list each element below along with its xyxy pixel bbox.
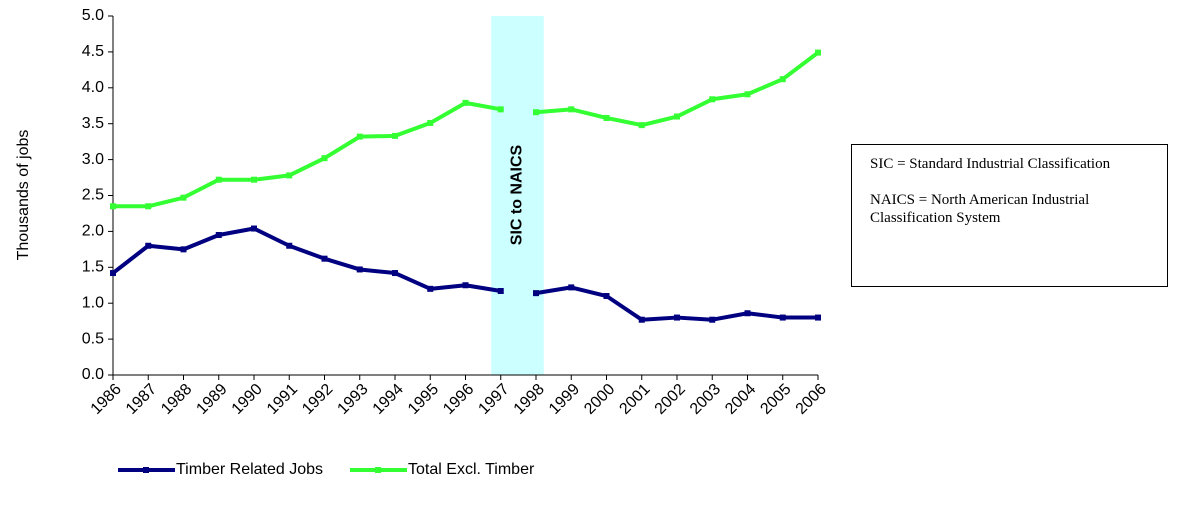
marker — [462, 99, 469, 106]
y-tick-label: 1.5 — [82, 259, 104, 276]
marker — [638, 316, 645, 323]
marker — [215, 176, 222, 183]
marker — [709, 96, 716, 103]
marker — [462, 282, 469, 289]
band — [491, 16, 544, 375]
y-tick-label: 4.5 — [82, 43, 104, 60]
marker — [427, 285, 434, 292]
legend-marker — [143, 467, 149, 473]
marker — [180, 194, 187, 201]
x-tick-label: 2004 — [722, 381, 759, 418]
legend-marker — [375, 467, 382, 473]
y-tick-label: 3.0 — [82, 151, 104, 168]
marker — [674, 314, 680, 321]
marker — [779, 314, 786, 321]
marker — [568, 106, 575, 113]
marker — [286, 242, 293, 249]
marker — [392, 132, 398, 139]
x-tick-label: 2005 — [757, 381, 794, 418]
x-tick-label: 2006 — [793, 381, 830, 418]
y-tick-label: 2.0 — [82, 223, 104, 240]
x-tick-label: 2001 — [616, 381, 653, 418]
marker — [321, 255, 328, 262]
marker — [356, 266, 363, 273]
note: NAICS = North American Industrial Classi… — [870, 192, 1090, 226]
marker — [286, 172, 293, 179]
marker — [533, 109, 539, 116]
x-tick-label: 1999 — [546, 381, 583, 418]
marker — [427, 119, 434, 126]
marker — [779, 76, 786, 83]
line — [113, 100, 502, 209]
marker — [497, 287, 504, 294]
marker — [603, 114, 610, 121]
y-tick-label: 5.0 — [82, 7, 104, 24]
y-tick-label: 0.5 — [82, 330, 104, 347]
y-tick-label: 1.0 — [82, 294, 104, 311]
x-tick-label: 1990 — [229, 381, 266, 418]
notes-box: SIC = Standard Industrial Classification… — [851, 144, 1168, 287]
y-tick-label: 3.5 — [82, 115, 104, 132]
marker — [815, 314, 821, 321]
marker — [744, 91, 751, 98]
x-tick-label: 1994 — [370, 381, 407, 418]
marker — [709, 316, 716, 323]
x-tick-label: 1992 — [299, 381, 336, 418]
x-tick-label: 1988 — [158, 381, 195, 418]
marker — [145, 203, 152, 210]
y-tick-label: 0.0 — [82, 366, 104, 383]
y-axis-title: Thousands of jobs — [15, 130, 32, 261]
x-tick-label: 1993 — [334, 381, 371, 418]
marker — [251, 176, 257, 183]
marker — [638, 122, 645, 129]
marker — [603, 293, 610, 300]
marker — [815, 49, 821, 56]
marker — [145, 242, 152, 249]
x-tick-label: 1996 — [440, 381, 477, 418]
marker — [110, 203, 116, 210]
marker — [251, 225, 257, 232]
legend-label: Total Excl. Timber — [408, 461, 535, 478]
marker — [674, 113, 680, 120]
marker — [321, 155, 328, 162]
legend-label: Timber Related Jobs — [176, 461, 323, 478]
marker — [356, 133, 363, 140]
marker — [744, 310, 751, 317]
x-tick-label: 1998 — [511, 381, 548, 418]
x-tick-label: 2002 — [652, 381, 689, 418]
line — [111, 226, 502, 293]
marker — [533, 290, 539, 297]
marker — [497, 106, 504, 113]
x-tick-label: 1991 — [264, 381, 301, 418]
marker — [215, 231, 222, 238]
y-tick-label: 2.5 — [82, 187, 104, 204]
note: SIC = Standard Industrial Classification — [870, 156, 1111, 172]
marker — [392, 270, 398, 277]
y-tick-label: 4.0 — [82, 79, 104, 96]
x-tick-label: 1997 — [475, 381, 512, 418]
x-tick-label: 1987 — [123, 381, 160, 418]
x-tick-label: 1989 — [193, 381, 230, 418]
marker — [180, 246, 187, 253]
marker — [110, 270, 116, 277]
x-tick-label: 2000 — [581, 381, 618, 418]
marker — [568, 284, 575, 291]
band-label: SIC to NAICS — [509, 144, 526, 245]
x-tick-label: 1986 — [88, 381, 125, 418]
x-tick-label: 2003 — [687, 381, 724, 418]
x-tick-label: 1995 — [405, 381, 442, 418]
